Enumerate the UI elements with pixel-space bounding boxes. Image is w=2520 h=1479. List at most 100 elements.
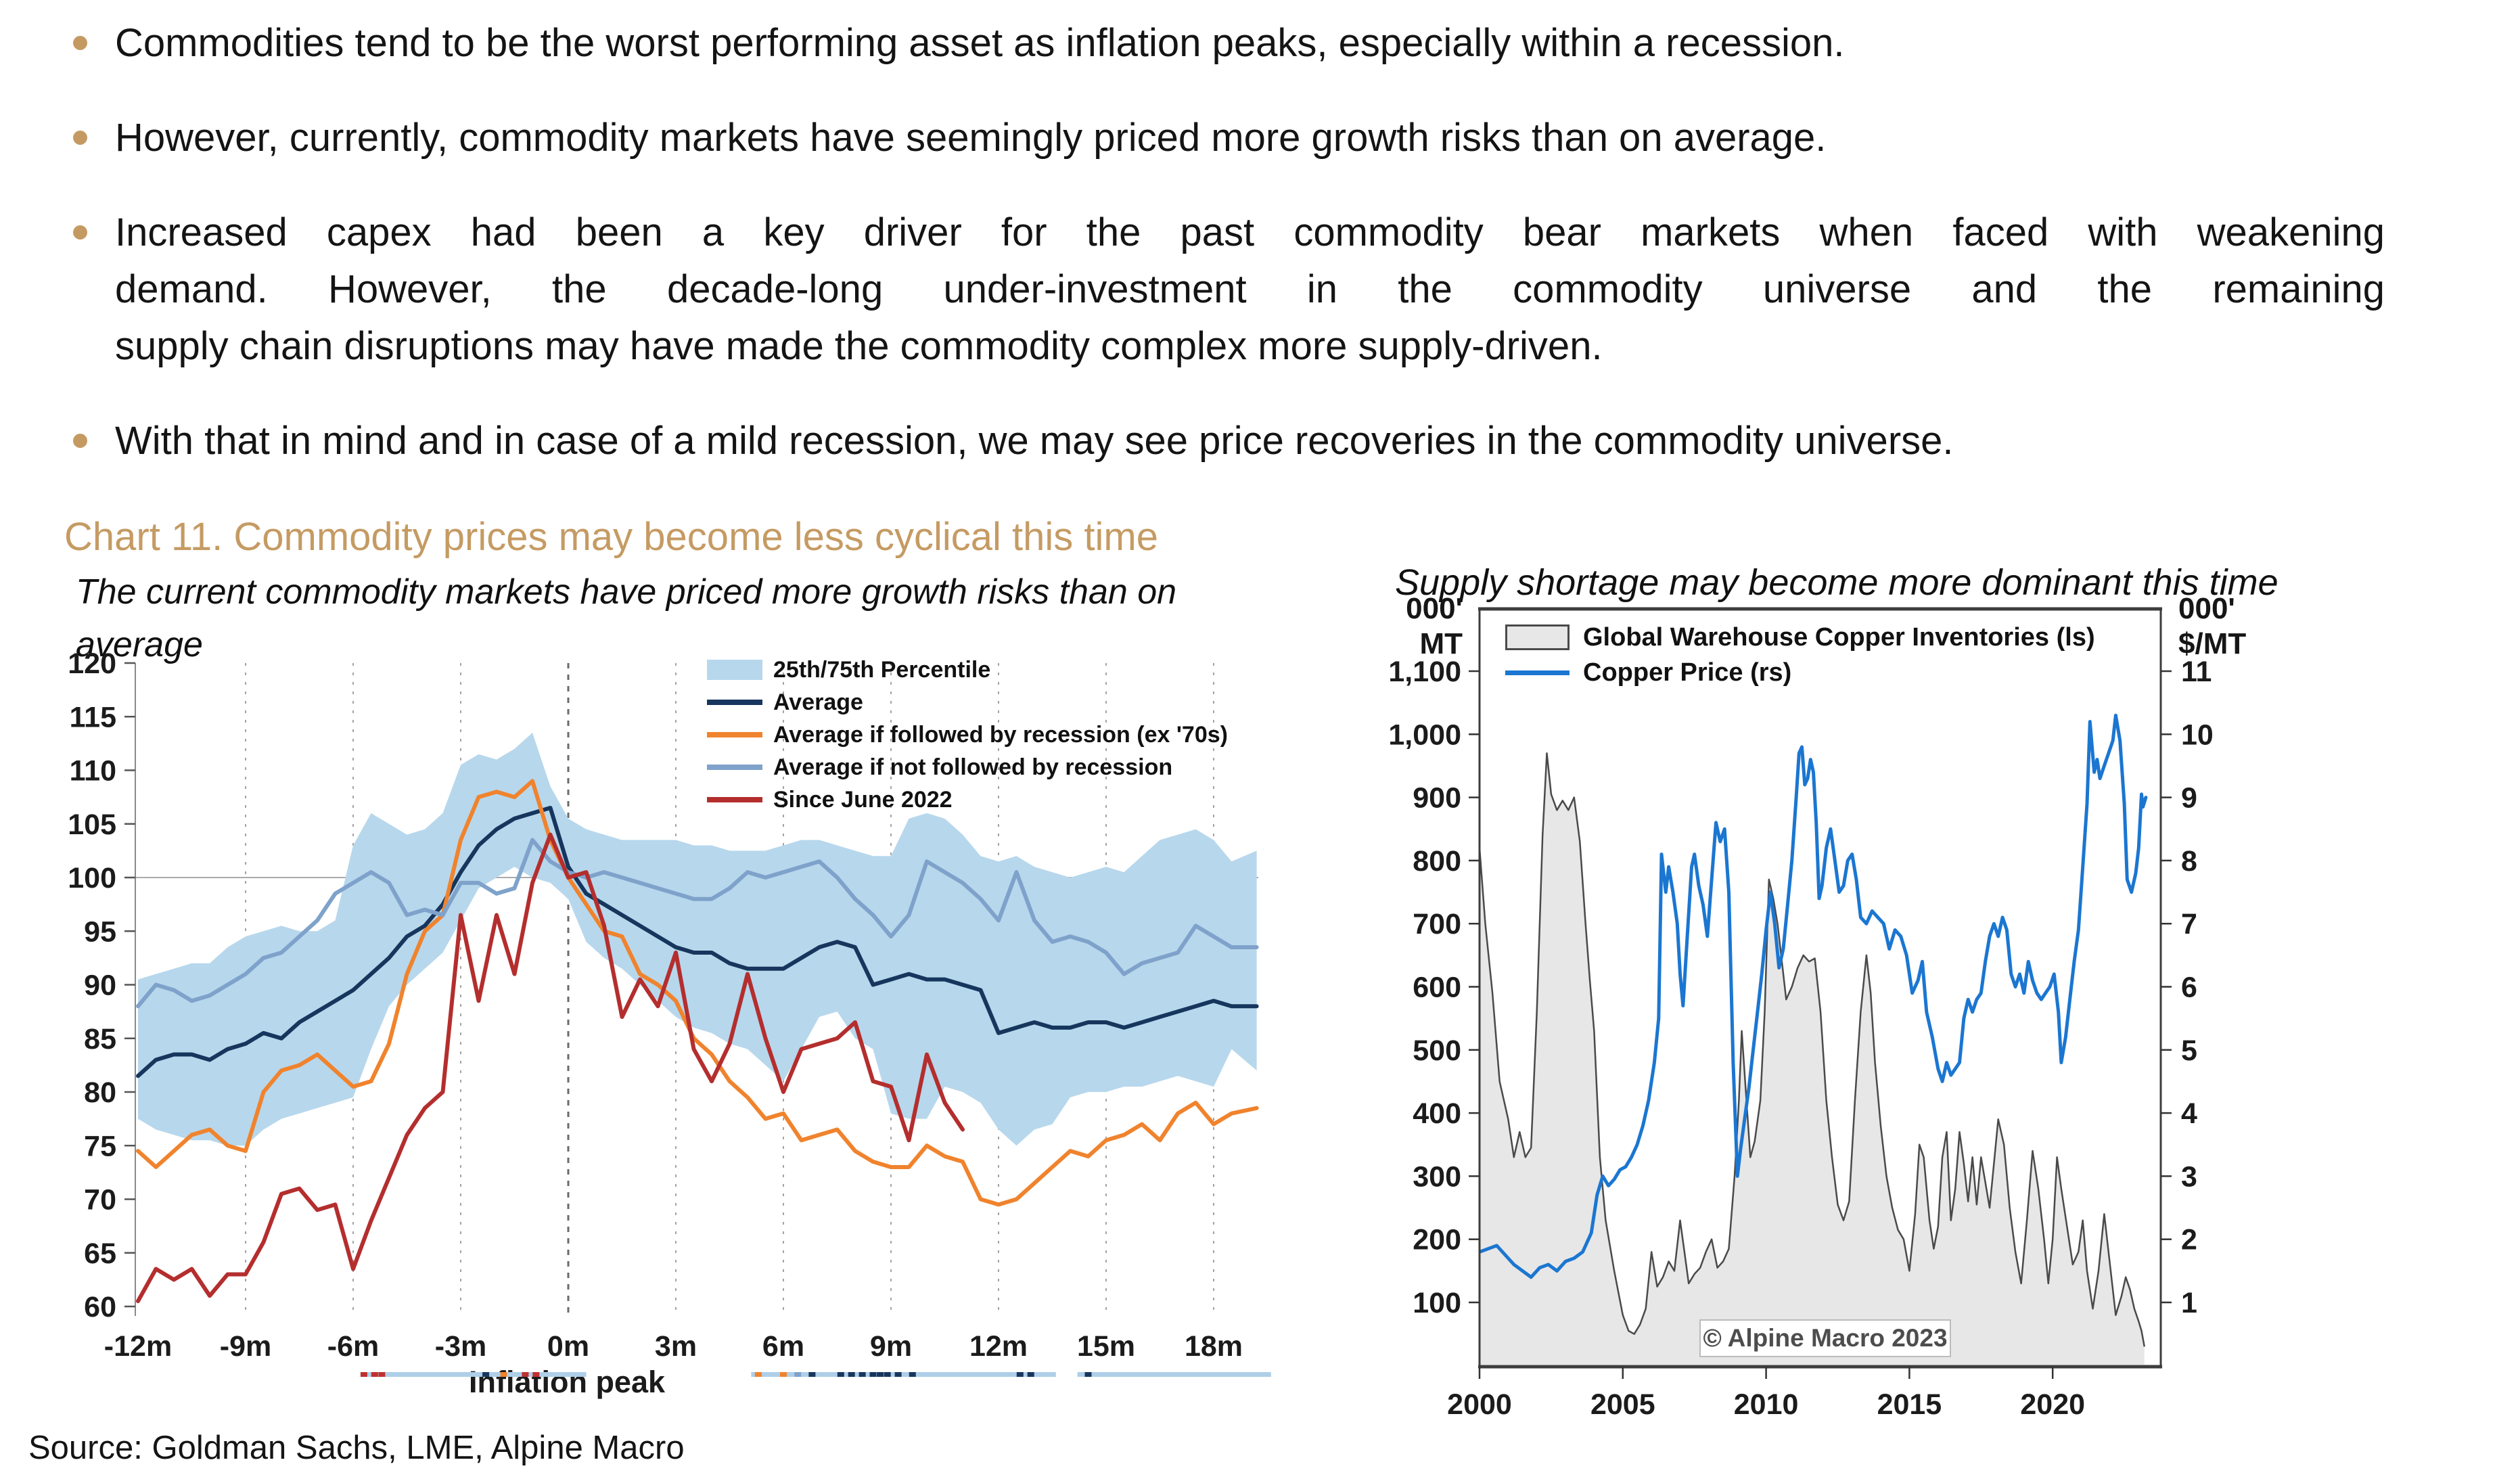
svg-text:105: 105 [68, 809, 116, 841]
svg-text:100: 100 [68, 862, 116, 894]
left-axis-unit-label: 000' MT [1380, 591, 1463, 662]
copyright-watermark: © Alpine Macro 2023 [1699, 1319, 1951, 1357]
bullet-text: Commodities tend to be the worst perform… [115, 21, 1845, 65]
svg-text:300: 300 [1413, 1160, 1461, 1193]
bullet-text-line: demand. However, the decade-long under-i… [115, 267, 2385, 311]
svg-text:200: 200 [1413, 1224, 1461, 1256]
bullet-list: Commodities tend to be the worst perform… [68, 15, 2385, 507]
svg-text:6m: 6m [762, 1330, 804, 1363]
axis-unit-line: $/MT [2178, 627, 2247, 660]
legend-swatch-inventories [1505, 624, 1570, 650]
svg-text:1,100: 1,100 [1388, 656, 1461, 688]
svg-text:70: 70 [84, 1184, 116, 1216]
svg-text:95: 95 [84, 915, 116, 948]
svg-text:110: 110 [70, 755, 116, 788]
svg-text:900: 900 [1413, 782, 1461, 815]
chart-section-title: Chart 11. Commodity prices may become le… [64, 515, 1158, 559]
svg-text:2: 2 [2181, 1224, 2197, 1256]
bullet-item: Increased capex had been a key driver fo… [68, 204, 2385, 375]
bullet-item: However, currently, commodity markets ha… [68, 110, 2385, 166]
svg-text:2005: 2005 [1590, 1388, 1655, 1421]
svg-text:2000: 2000 [1447, 1388, 1512, 1421]
legend-row: Copper Price (rs) [1505, 655, 2095, 690]
svg-text:4: 4 [2181, 1097, 2197, 1130]
left-chart-subtitle-line: The current commodity markets have price… [76, 572, 1177, 612]
svg-text:1,000: 1,000 [1388, 719, 1461, 751]
svg-text:115: 115 [70, 701, 116, 733]
bullet-text: With that in mind and in case of a mild … [115, 419, 1954, 463]
svg-text:75: 75 [84, 1130, 116, 1162]
svg-text:-6m: -6m [327, 1330, 379, 1363]
legend-label: Global Warehouse Copper Inventories (ls) [1583, 622, 2095, 652]
bullet-text-line: Increased capex had been a key driver fo… [115, 210, 2385, 254]
right-axis-unit-label: 000' $/MT [2178, 591, 2246, 662]
legend-swatch-copper-price [1505, 670, 1570, 675]
svg-text:100: 100 [1413, 1287, 1461, 1319]
svg-text:400: 400 [1413, 1097, 1461, 1130]
svg-text:700: 700 [1413, 908, 1461, 940]
svg-text:10: 10 [2181, 719, 2214, 751]
legend-row: Global Warehouse Copper Inventories (ls) [1505, 620, 2095, 655]
svg-text:600: 600 [1413, 972, 1461, 1004]
copper-inventories-chart: 1,100 1,000 900 800 700 600 500 400 300 200 100 11 1… [1380, 582, 2517, 1441]
svg-text:9: 9 [2181, 782, 2197, 815]
inflation-peak-chart-canvas: 120 115 110 105 100 95 90 85 80 75 70 65 60 -12m -9m -6… [68, 650, 1271, 1399]
right-chart-subtitle: Supply shortage may become more dominant… [1395, 562, 2278, 603]
svg-text:60: 60 [84, 1291, 116, 1323]
left-chart-legend: 25th/75th Percentile Average Average if … [707, 654, 1228, 816]
svg-text:500: 500 [1413, 1034, 1461, 1067]
copper-inventories-chart-canvas: 1,1001,000900800700600500400300200100111… [1388, 607, 2214, 1421]
legend-label: Since June 2022 [773, 786, 953, 813]
svg-text:-12m: -12m [104, 1330, 172, 1363]
inflation-peak-chart: 120 115 110 105 100 95 90 85 80 75 70 65 60 -12m -9m -6… [41, 650, 1299, 1421]
bullet-text: However, currently, commodity markets ha… [115, 116, 1827, 160]
legend-swatch-band [707, 660, 762, 680]
svg-text:15m: 15m [1077, 1330, 1135, 1363]
legend-label: Average if followed by recession (ex '70… [773, 721, 1228, 748]
svg-text:65: 65 [84, 1237, 116, 1270]
axis-unit-line: 000' [1406, 592, 1463, 625]
svg-text:0m: 0m [547, 1330, 589, 1363]
svg-text:7: 7 [2181, 908, 2197, 940]
bullet-item: With that in mind and in case of a mild … [68, 413, 2385, 470]
bullet-dot-icon [73, 225, 87, 240]
svg-text:5: 5 [2181, 1034, 2197, 1067]
axis-unit-line: 000' [2178, 592, 2235, 625]
bullet-text-line: supply chain disruptions may have made t… [115, 324, 1603, 368]
axis-unit-line: MT [1419, 627, 1463, 660]
left-chart-subtitle: The current commodity markets have price… [76, 566, 1176, 671]
bullet-item: Commodities tend to be the worst perform… [68, 15, 2385, 72]
bullet-dot-icon [73, 36, 87, 50]
svg-text:6: 6 [2181, 972, 2197, 1004]
svg-text:18m: 18m [1185, 1330, 1243, 1363]
svg-text:12m: 12m [969, 1330, 1028, 1363]
svg-text:85: 85 [84, 1023, 116, 1055]
svg-text:11: 11 [2181, 656, 2212, 688]
svg-text:3: 3 [2181, 1160, 2197, 1193]
svg-text:1: 1 [2181, 1287, 2197, 1319]
source-line: Source: Goldman Sachs, LME, Alpine Macro [28, 1430, 685, 1466]
legend-label: Average [773, 689, 863, 715]
bullet-dot-icon [73, 434, 87, 448]
svg-text:90: 90 [84, 970, 116, 1002]
svg-text:120: 120 [68, 650, 116, 680]
legend-row: Average [707, 686, 1228, 719]
svg-text:9m: 9m [870, 1330, 912, 1363]
legend-label: Copper Price (rs) [1583, 658, 1792, 687]
legend-swatch-since-june [707, 797, 762, 802]
legend-swatch-recession [707, 732, 762, 737]
left-chart-subtitle-line: average [76, 625, 203, 664]
legend-swatch-average [707, 700, 762, 705]
svg-text:2020: 2020 [2020, 1388, 2085, 1421]
legend-row: Average if followed by recession (ex '70… [707, 719, 1228, 751]
right-chart-legend: Global Warehouse Copper Inventories (ls)… [1505, 620, 2095, 690]
svg-text:3m: 3m [655, 1330, 697, 1363]
legend-label: 25th/75th Percentile [773, 656, 991, 683]
legend-label: Average if not followed by recession [773, 754, 1173, 780]
svg-text:800: 800 [1413, 845, 1461, 878]
svg-text:80: 80 [84, 1076, 116, 1109]
bullet-dot-icon [73, 131, 87, 145]
svg-text:-9m: -9m [220, 1330, 271, 1363]
svg-text:Inflation peak: Inflation peak [469, 1365, 666, 1399]
legend-row: 25th/75th Percentile [707, 654, 1228, 686]
